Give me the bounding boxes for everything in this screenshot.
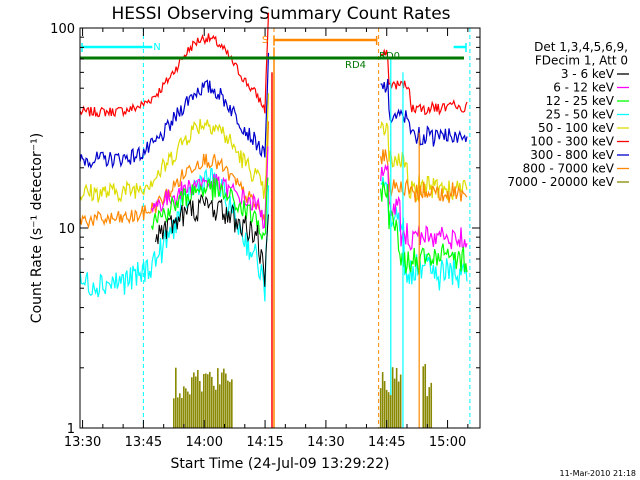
y-tick-label: 100 (50, 22, 75, 37)
legend-label: 800 - 7000 keV (523, 162, 615, 176)
legend: Det 1,3,4,5,6,9,FDecim 1, Att 03 - 6 keV… (507, 40, 629, 189)
series-line-3 (79, 167, 270, 302)
x-tick-label: 15:00 (429, 435, 466, 450)
axes: 13:30 13:45 14:00 14:15 14:30 14:45 15:00 1 10 10… (50, 22, 480, 450)
legend-label: 7000 - 20000 keV (507, 175, 614, 189)
x-tick-label: 13:30 (64, 435, 101, 450)
plot-frame (79, 27, 481, 429)
x-tick-label: 13:45 (125, 435, 162, 450)
annotation-label: RD4 (345, 60, 366, 71)
annotation-label: S (262, 35, 268, 46)
series-line-2 (150, 177, 269, 240)
chart-title: HESSI Observing Summary Count Rates (111, 4, 450, 24)
x-tick-label: 14:15 (246, 435, 283, 450)
series-line-4 (380, 120, 468, 203)
plot-data: N S RD4 RD0 (79, 12, 471, 428)
x-tick-label: 14:45 (368, 435, 405, 450)
series-line-3 (380, 176, 468, 291)
series-line-6 (79, 52, 270, 169)
series-line-0 (155, 193, 269, 287)
legend-label: 3 - 6 keV (561, 67, 615, 81)
series-line-5 (79, 12, 270, 118)
annotation-label: RD0 (379, 51, 400, 62)
timestamp: 11-Mar-2010 21:18 (560, 469, 637, 478)
series-line-4 (79, 93, 270, 203)
legend-label: 25 - 50 keV (546, 108, 615, 122)
legend-label: 50 - 100 keV (538, 121, 615, 135)
legend-header: FDecim 1, Att 0 (535, 54, 628, 68)
y-tick-label: 1 (67, 422, 75, 437)
legend-header: Det 1,3,4,5,6,9, (534, 40, 628, 54)
series-line-7 (380, 149, 468, 204)
legend-label: 100 - 300 keV (530, 135, 614, 149)
legend-label: 6 - 12 keV (553, 81, 615, 95)
y-tick-label: 10 (58, 222, 75, 237)
series-line-1 (380, 163, 468, 251)
x-axis-label: Start Time (24-Jul-09 13:29:22) (170, 456, 389, 472)
series-line-7 (79, 121, 270, 229)
series-line-6 (380, 78, 468, 147)
x-tick-label: 14:30 (307, 435, 344, 450)
legend-label: 300 - 800 keV (530, 148, 614, 162)
legend-label: 12 - 25 keV (546, 94, 615, 108)
y-axis-label: Count Rate (s⁻¹ detector⁻¹) (29, 133, 45, 323)
x-tick-label: 14:00 (186, 435, 223, 450)
series-line-2 (380, 181, 468, 275)
series-line-5 (380, 48, 468, 116)
annotation-label: N (153, 42, 160, 53)
